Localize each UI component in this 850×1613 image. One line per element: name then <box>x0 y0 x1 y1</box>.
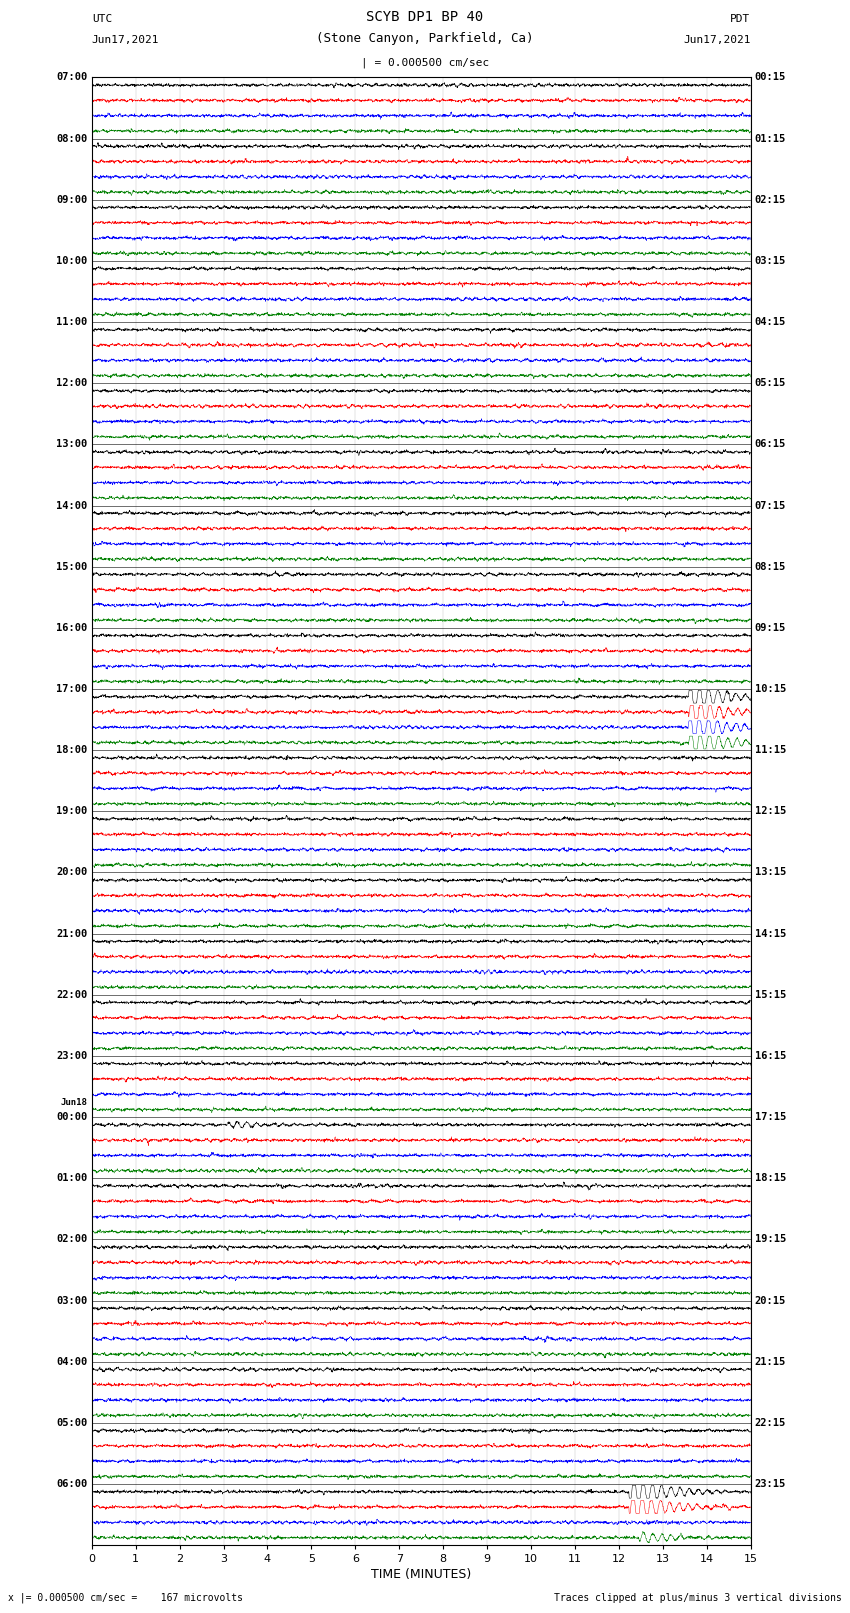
Text: (Stone Canyon, Parkfield, Ca): (Stone Canyon, Parkfield, Ca) <box>316 32 534 45</box>
Text: 14:00: 14:00 <box>56 500 88 511</box>
Text: 06:00: 06:00 <box>56 1479 88 1489</box>
Text: 13:00: 13:00 <box>56 439 88 450</box>
Text: 04:00: 04:00 <box>56 1357 88 1366</box>
Text: 17:00: 17:00 <box>56 684 88 694</box>
Text: 15:00: 15:00 <box>56 561 88 571</box>
Text: 19:15: 19:15 <box>755 1234 786 1245</box>
Text: 07:00: 07:00 <box>56 73 88 82</box>
Text: Jun18: Jun18 <box>60 1098 88 1108</box>
Text: Traces clipped at plus/minus 3 vertical divisions: Traces clipped at plus/minus 3 vertical … <box>553 1594 842 1603</box>
Text: 01:00: 01:00 <box>56 1173 88 1184</box>
Text: 08:15: 08:15 <box>755 561 786 571</box>
Text: 15:15: 15:15 <box>755 990 786 1000</box>
Text: 11:00: 11:00 <box>56 318 88 327</box>
Text: 13:15: 13:15 <box>755 868 786 877</box>
Text: 21:15: 21:15 <box>755 1357 786 1366</box>
Text: 16:15: 16:15 <box>755 1052 786 1061</box>
Text: UTC: UTC <box>92 15 112 24</box>
X-axis label: TIME (MINUTES): TIME (MINUTES) <box>371 1568 471 1581</box>
Text: 06:15: 06:15 <box>755 439 786 450</box>
Text: 00:15: 00:15 <box>755 73 786 82</box>
Text: 08:00: 08:00 <box>56 134 88 144</box>
Text: 12:00: 12:00 <box>56 377 88 389</box>
Text: 00:00: 00:00 <box>56 1111 88 1123</box>
Text: 22:15: 22:15 <box>755 1418 786 1428</box>
Text: x |= 0.000500 cm/sec =    167 microvolts: x |= 0.000500 cm/sec = 167 microvolts <box>8 1592 243 1603</box>
Text: 18:00: 18:00 <box>56 745 88 755</box>
Text: 11:15: 11:15 <box>755 745 786 755</box>
Text: 12:15: 12:15 <box>755 806 786 816</box>
Text: 02:15: 02:15 <box>755 195 786 205</box>
Text: 05:00: 05:00 <box>56 1418 88 1428</box>
Text: 17:15: 17:15 <box>755 1111 786 1123</box>
Text: 19:00: 19:00 <box>56 806 88 816</box>
Text: 10:00: 10:00 <box>56 256 88 266</box>
Text: 18:15: 18:15 <box>755 1173 786 1184</box>
Text: SCYB DP1 BP 40: SCYB DP1 BP 40 <box>366 10 484 24</box>
Text: Jun17,2021: Jun17,2021 <box>92 35 159 45</box>
Text: 04:15: 04:15 <box>755 318 786 327</box>
Text: 16:00: 16:00 <box>56 623 88 632</box>
Text: 07:15: 07:15 <box>755 500 786 511</box>
Text: 01:15: 01:15 <box>755 134 786 144</box>
Text: 09:00: 09:00 <box>56 195 88 205</box>
Text: 23:15: 23:15 <box>755 1479 786 1489</box>
Text: 20:00: 20:00 <box>56 868 88 877</box>
Text: 02:00: 02:00 <box>56 1234 88 1245</box>
Text: 21:00: 21:00 <box>56 929 88 939</box>
Text: 03:15: 03:15 <box>755 256 786 266</box>
Text: PDT: PDT <box>730 15 751 24</box>
Text: 03:00: 03:00 <box>56 1295 88 1305</box>
Text: 09:15: 09:15 <box>755 623 786 632</box>
Text: | = 0.000500 cm/sec: | = 0.000500 cm/sec <box>361 56 489 68</box>
Text: 14:15: 14:15 <box>755 929 786 939</box>
Text: 22:00: 22:00 <box>56 990 88 1000</box>
Text: 05:15: 05:15 <box>755 377 786 389</box>
Text: 20:15: 20:15 <box>755 1295 786 1305</box>
Text: Jun17,2021: Jun17,2021 <box>683 35 751 45</box>
Text: 23:00: 23:00 <box>56 1052 88 1061</box>
Text: 10:15: 10:15 <box>755 684 786 694</box>
